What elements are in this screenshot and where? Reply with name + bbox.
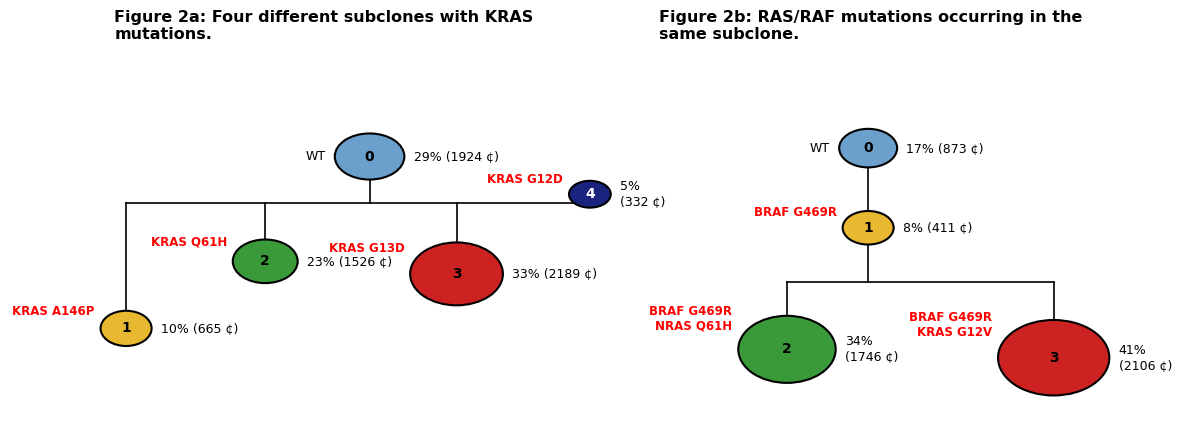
Text: 4: 4 [586, 187, 595, 201]
Text: 0: 0 [365, 149, 374, 163]
Ellipse shape [410, 243, 503, 306]
Ellipse shape [335, 133, 404, 179]
Text: 2: 2 [782, 342, 792, 356]
Text: 5%
(332 ¢): 5% (332 ¢) [620, 180, 666, 208]
Text: 23% (1526 ¢): 23% (1526 ¢) [307, 255, 392, 268]
Text: BRAF G469R
NRAS Q61H: BRAF G469R NRAS Q61H [649, 305, 732, 333]
Text: WT: WT [305, 150, 325, 163]
Text: BRAF G469R: BRAF G469R [754, 206, 836, 219]
Text: KRAS Q61H: KRAS Q61H [151, 235, 227, 248]
Ellipse shape [998, 320, 1109, 395]
Text: WT: WT [810, 142, 830, 154]
Ellipse shape [101, 311, 151, 346]
Text: 41%
(2106 ¢): 41% (2106 ¢) [1118, 344, 1172, 372]
Text: 3: 3 [451, 267, 461, 281]
Ellipse shape [233, 240, 298, 283]
Text: 29% (1924 ¢): 29% (1924 ¢) [414, 150, 499, 163]
Text: KRAS G13D: KRAS G13D [329, 242, 404, 255]
Ellipse shape [842, 211, 894, 244]
Text: KRAS A146P: KRAS A146P [12, 305, 95, 318]
Ellipse shape [569, 181, 611, 208]
Text: 2: 2 [260, 254, 270, 268]
Text: 33% (2189 ¢): 33% (2189 ¢) [512, 268, 598, 280]
Text: 0: 0 [863, 141, 872, 155]
Text: 1: 1 [863, 221, 874, 235]
Text: Figure 2a: Four different subclones with KRAS
mutations.: Figure 2a: Four different subclones with… [114, 10, 534, 42]
Text: 34%
(1746 ¢): 34% (1746 ¢) [845, 335, 899, 363]
Text: 1: 1 [121, 322, 131, 335]
Text: Figure 2b: RAS/RAF mutations occurring in the
same subclone.: Figure 2b: RAS/RAF mutations occurring i… [660, 10, 1082, 42]
Text: BRAF G469R
KRAS G12V: BRAF G469R KRAS G12V [910, 311, 992, 339]
Text: 10% (665 ¢): 10% (665 ¢) [161, 322, 239, 335]
Ellipse shape [738, 316, 835, 383]
Text: 17% (873 ¢): 17% (873 ¢) [906, 142, 984, 154]
Ellipse shape [839, 129, 898, 168]
Text: KRAS G12D: KRAS G12D [487, 173, 563, 186]
Text: 3: 3 [1049, 351, 1058, 365]
Text: 8% (411 ¢): 8% (411 ¢) [902, 221, 972, 234]
